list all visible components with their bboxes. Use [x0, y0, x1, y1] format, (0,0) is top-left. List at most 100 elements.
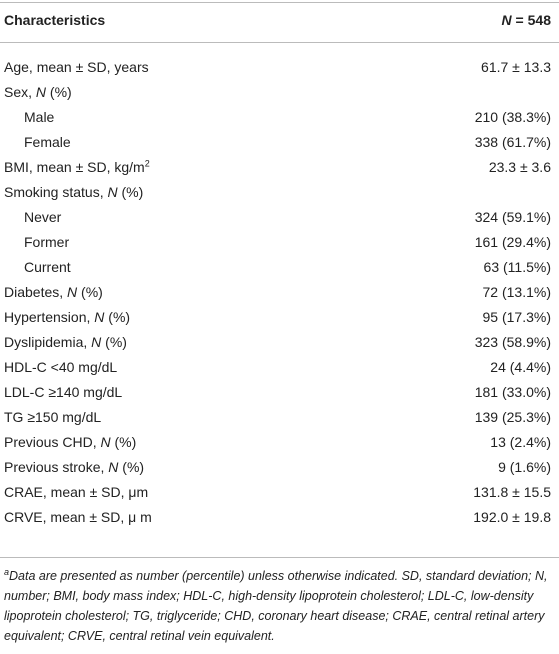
row-value: 131.8 ± 15.5 — [473, 484, 551, 500]
label-text: LDL-C ≥140 mg/dL — [4, 384, 123, 400]
label-text: Previous CHD, — [4, 434, 101, 450]
table-row: BMI, mean ± SD, kg/m2 23.3 ± 3.6 — [0, 155, 559, 180]
row-value: 323 (58.9%) — [474, 334, 551, 350]
table-row: Current 63 (11.5%) — [0, 255, 559, 280]
row-label: Current — [24, 255, 71, 280]
row-value: 338 (61.7%) — [474, 134, 551, 150]
row-value: 13 (2.4%) — [490, 434, 551, 450]
row-value: 9 (1.6%) — [498, 459, 551, 475]
row-label: HDL-C <40 mg/dL — [4, 355, 117, 380]
row-label: Female — [24, 130, 71, 155]
row-value: 161 (29.4%) — [474, 234, 551, 250]
label-text: Never — [24, 209, 62, 225]
label-italic: N — [107, 184, 118, 200]
bottom-rule — [0, 557, 559, 558]
label-text: Diabetes, — [4, 284, 68, 300]
label-text: TG ≥150 mg/dL — [4, 409, 102, 425]
label-text: BMI, mean ± SD, kg/m — [4, 159, 145, 175]
header-row: Characteristics N = 548 — [0, 8, 559, 33]
table-row: Smoking status, N (%) — [0, 180, 559, 205]
label-italic: N — [108, 459, 119, 475]
table-row: Previous stroke, N (%) 9 (1.6%) — [0, 455, 559, 480]
row-label: LDL-C ≥140 mg/dL — [4, 380, 122, 405]
row-label: BMI, mean ± SD, kg/m2 — [4, 155, 150, 180]
label-italic: N — [91, 334, 102, 350]
row-value: 181 (33.0%) — [474, 384, 551, 400]
table-row: Diabetes, N (%) 72 (13.1%) — [0, 280, 559, 305]
label-end: (%) — [110, 434, 137, 450]
row-label: Diabetes, N (%) — [4, 280, 103, 305]
row-value: 192.0 ± 19.8 — [473, 509, 551, 525]
table-row: HDL-C <40 mg/dL 24 (4.4%) — [0, 355, 559, 380]
label-text: CRAE, mean ± SD, μm — [4, 484, 149, 500]
label-text: Dyslipidemia, — [4, 334, 92, 350]
table-row: Age, mean ± SD, years 61.7 ± 13.3 — [0, 55, 559, 80]
row-label: Former — [24, 230, 69, 255]
footnote-text: Data are presented as number (percentile… — [4, 569, 548, 643]
label-sup: 2 — [144, 158, 150, 169]
header-count: = 548 — [511, 12, 551, 28]
row-value: 72 (13.1%) — [482, 284, 551, 300]
row-label: Sex, N (%) — [4, 80, 72, 105]
label-text: Smoking status, — [4, 184, 108, 200]
row-value: 63 (11.5%) — [483, 259, 551, 275]
row-label: Age, mean ± SD, years — [4, 55, 149, 80]
label-end: (%) — [118, 459, 145, 475]
row-label: Previous stroke, N (%) — [4, 455, 144, 480]
label-text: Hypertension, — [4, 309, 95, 325]
table-row: Never 324 (59.1%) — [0, 205, 559, 230]
label-end: (%) — [77, 284, 103, 300]
label-text: Female — [24, 134, 71, 150]
row-value: 324 (59.1%) — [474, 209, 551, 225]
row-value: 61.7 ± 13.3 — [481, 59, 551, 75]
row-label: CRAE, mean ± SD, μm — [4, 480, 148, 505]
table-row: CRVE, mean ± SD, μ m 192.0 ± 19.8 — [0, 505, 559, 530]
row-value: 23.3 ± 3.6 — [488, 159, 551, 175]
label-text: HDL-C <40 mg/dL — [4, 359, 118, 375]
table-row: Hypertension, N (%) 95 (17.3%) — [0, 305, 559, 330]
footnote-marker: a — [4, 566, 10, 577]
row-label: TG ≥150 mg/dL — [4, 405, 101, 430]
label-text: CRVE, mean ± SD, μ m — [4, 509, 152, 525]
label-italic: N — [94, 309, 105, 325]
label-end: (%) — [104, 309, 131, 325]
row-value: 210 (38.3%) — [474, 109, 551, 125]
label-text: Age, mean ± SD, years — [4, 59, 149, 75]
label-text: Current — [24, 259, 71, 275]
label-text: Former — [24, 234, 70, 250]
row-value: 95 (17.3%) — [482, 309, 551, 325]
row-label: Male — [24, 105, 54, 130]
row-value: 139 (25.3%) — [474, 409, 551, 425]
table-row: Former 161 (29.4%) — [0, 230, 559, 255]
header-title: Characteristics — [4, 12, 106, 28]
label-italic: N — [35, 84, 47, 100]
row-label: Smoking status, N (%) — [4, 180, 143, 205]
label-end: (%) — [46, 84, 72, 100]
label-text: Male — [24, 109, 55, 125]
header-rule — [0, 42, 559, 43]
table-row: Male 210 (38.3%) — [0, 105, 559, 130]
table-row: Previous CHD, N (%) 13 (2.4%) — [0, 430, 559, 455]
top-rule — [0, 2, 559, 3]
row-label: Hypertension, N (%) — [4, 305, 130, 330]
label-italic: N — [100, 434, 111, 450]
row-label: Previous CHD, N (%) — [4, 430, 136, 455]
table-row: CRAE, mean ± SD, μm 131.8 ± 15.5 — [0, 480, 559, 505]
table-row: TG ≥150 mg/dL 139 (25.3%) — [0, 405, 559, 430]
table-row: LDL-C ≥140 mg/dL 181 (33.0%) — [0, 380, 559, 405]
label-text: Previous stroke, — [4, 459, 109, 475]
row-label: CRVE, mean ± SD, μ m — [4, 505, 152, 530]
table-row: Female 338 (61.7%) — [0, 130, 559, 155]
row-label: Never — [24, 205, 61, 230]
label-end: (%) — [101, 334, 127, 350]
label-end: (%) — [117, 184, 144, 200]
row-label: Dyslipidemia, N (%) — [4, 330, 127, 355]
footnote: aData are presented as number (percentil… — [4, 566, 553, 646]
label-italic: N — [67, 284, 78, 300]
label-text: Sex, — [4, 84, 36, 100]
header-n: N — [501, 12, 512, 28]
table-row: Sex, N (%) — [0, 80, 559, 105]
row-value: 24 (4.4%) — [490, 359, 551, 375]
table-row: Dyslipidemia, N (%) 323 (58.9%) — [0, 330, 559, 355]
